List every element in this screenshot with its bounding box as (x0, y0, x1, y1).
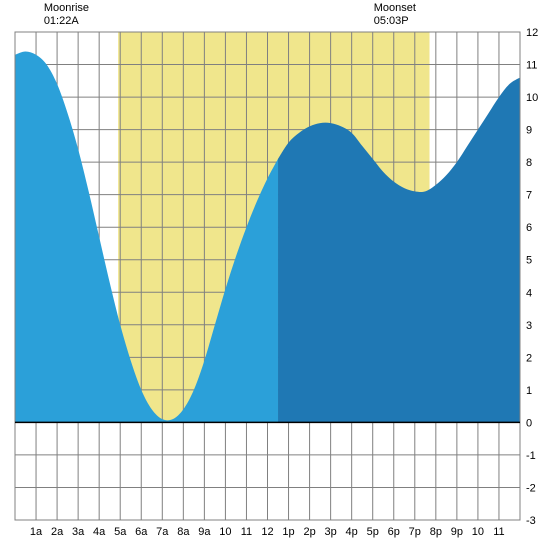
y-tick-label: 2 (526, 352, 532, 364)
x-tick-label: 5p (367, 526, 379, 538)
y-tick-label: 6 (526, 222, 532, 234)
y-tick-label: -3 (526, 515, 536, 527)
x-tick-label: 9p (451, 526, 463, 538)
x-tick-label: 6a (135, 526, 148, 538)
x-tick-label: 1a (30, 526, 43, 538)
x-tick-label: 2p (303, 526, 315, 538)
moonset-annotation: Moonset 05:03P (374, 2, 416, 28)
moonrise-annotation: Moonrise 01:22A (44, 2, 89, 28)
y-tick-label: 1 (526, 385, 532, 397)
y-tick-label: 11 (526, 60, 537, 72)
tide-chart-svg: -3-2-101234567891011121a2a3a4a5a6a7a8a9a… (0, 0, 550, 550)
x-tick-label: 3p (325, 526, 337, 538)
x-tick-label: 11 (493, 526, 504, 538)
moonset-time: 05:03P (374, 15, 416, 28)
x-tick-label: 8a (177, 526, 190, 538)
y-tick-label: 7 (526, 190, 532, 202)
x-tick-label: 10 (472, 526, 484, 538)
x-tick-label: 7a (156, 526, 169, 538)
moonrise-label: Moonrise (44, 2, 89, 15)
x-tick-label: 11 (241, 526, 252, 538)
y-tick-label: -2 (526, 482, 536, 494)
x-tick-label: 1p (282, 526, 294, 538)
y-tick-label: 8 (526, 157, 532, 169)
y-tick-label: -1 (526, 450, 536, 462)
y-tick-label: 9 (526, 125, 532, 137)
tide-chart: -3-2-101234567891011121a2a3a4a5a6a7a8a9a… (0, 0, 550, 550)
x-tick-label: 12 (261, 526, 273, 538)
x-tick-label: 8p (430, 526, 442, 538)
x-tick-label: 9a (198, 526, 211, 538)
y-tick-label: 5 (526, 255, 532, 267)
y-tick-label: 4 (526, 287, 532, 299)
x-tick-label: 10 (219, 526, 231, 538)
y-tick-label: 3 (526, 320, 532, 332)
y-tick-label: 12 (526, 27, 538, 39)
y-tick-label: 10 (526, 92, 538, 104)
x-tick-label: 6p (388, 526, 400, 538)
x-tick-label: 2a (51, 526, 64, 538)
x-tick-label: 3a (72, 526, 85, 538)
x-tick-label: 4p (346, 526, 358, 538)
x-tick-label: 7p (409, 526, 421, 538)
y-tick-label: 0 (526, 417, 532, 429)
x-tick-label: 4a (93, 526, 106, 538)
moonrise-time: 01:22A (44, 15, 89, 28)
moonset-label: Moonset (374, 2, 416, 15)
x-tick-label: 5a (114, 526, 127, 538)
